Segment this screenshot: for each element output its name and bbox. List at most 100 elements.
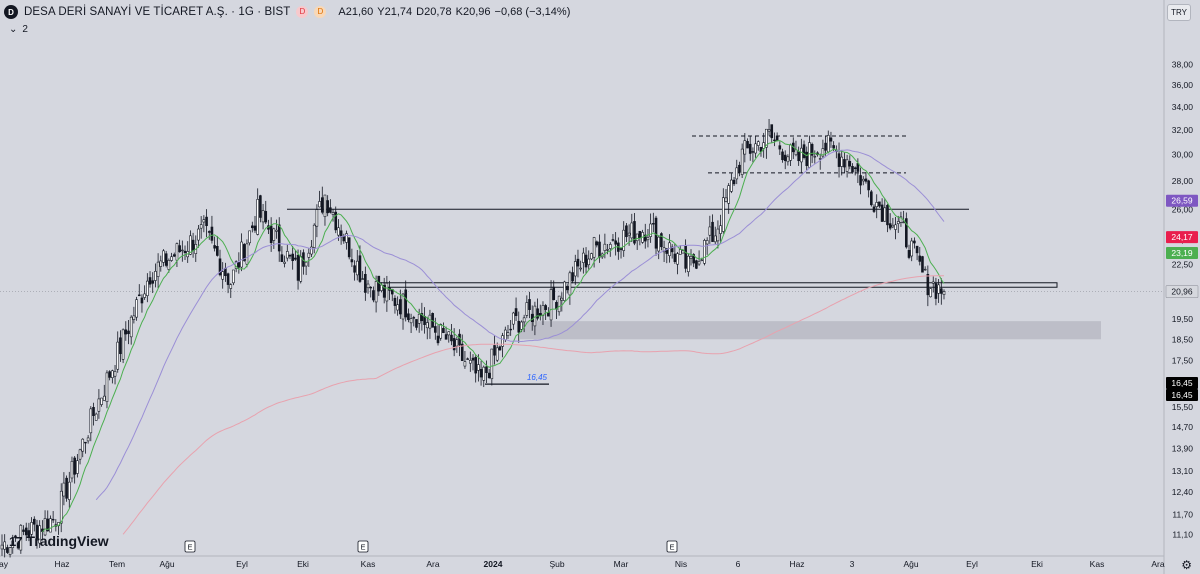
candle-body — [100, 397, 103, 405]
price-tick-label: 13,90 — [1172, 443, 1194, 453]
symbol-logo[interactable]: D — [4, 5, 18, 19]
currency-button[interactable]: TRY — [1167, 4, 1191, 21]
candle-body — [156, 261, 160, 277]
data-delay-badge[interactable]: D — [314, 6, 327, 18]
candle-body — [547, 312, 550, 317]
price-tick-label: 14,70 — [1172, 422, 1194, 432]
close-value: 20,96 — [463, 6, 491, 18]
candle-body — [22, 529, 25, 532]
candle-body — [843, 159, 846, 168]
candle-body — [670, 246, 674, 253]
candle-body — [202, 219, 206, 223]
candle-body — [638, 231, 642, 239]
close-label: K — [455, 6, 463, 18]
candle-body — [310, 246, 313, 255]
candle-body — [940, 288, 943, 294]
candle-body — [364, 273, 367, 293]
ma-short-line[interactable] — [42, 140, 945, 533]
candle-body — [181, 249, 184, 252]
candle-body — [323, 194, 327, 217]
candle-body — [369, 286, 373, 289]
candles-series[interactable] — [0, 119, 946, 558]
candle-body — [178, 245, 181, 253]
candle-body — [447, 331, 451, 336]
candle-body — [622, 229, 626, 251]
candle-body — [240, 241, 243, 268]
ma-long-line[interactable] — [122, 275, 944, 535]
price-tick-label: 38,00 — [1172, 59, 1194, 69]
candle-body — [826, 135, 830, 153]
candle-body — [856, 163, 860, 172]
candle-body — [94, 413, 98, 421]
earnings-marker[interactable] — [184, 540, 196, 553]
tradingview-logo[interactable]: 17 TradingView — [9, 533, 109, 549]
ohlc-readout: A21,60 Y21,74 D20,78 K20,96 −0,68 (−3,14… — [338, 6, 570, 18]
candle-body — [269, 225, 273, 243]
candle-body — [51, 518, 55, 521]
indicators-toggle[interactable]: ⌄ 2 — [9, 24, 28, 35]
earnings-marker[interactable] — [357, 540, 369, 553]
candle-body — [450, 334, 453, 342]
candle-body — [460, 343, 464, 361]
candle-body — [926, 273, 930, 296]
candle-body — [97, 398, 101, 412]
candle-body — [713, 235, 717, 243]
symbol-title[interactable]: DESA DERİ SANAYİ VE TİCARET A.Ş. · 1G · … — [24, 6, 291, 18]
earnings-marker-label: E — [360, 543, 365, 552]
candle-body — [630, 222, 634, 239]
price-tick-label: 19,50 — [1172, 314, 1194, 324]
time-tick-label: Ağu — [159, 559, 174, 569]
candle-body — [905, 218, 908, 248]
low-label: D — [416, 6, 425, 18]
candle-body — [501, 335, 504, 347]
candle-body — [337, 227, 340, 236]
candle-body — [294, 257, 297, 260]
candle-body — [797, 151, 800, 162]
candle-body — [471, 357, 475, 361]
candle-body — [73, 457, 76, 475]
candle-body — [818, 158, 822, 160]
change-value: −0,68 (−3,14%) — [494, 6, 571, 18]
time-tick-label: Eki — [1031, 559, 1043, 569]
candle-body — [312, 224, 316, 248]
ma-mid-line[interactable] — [95, 149, 945, 501]
candle-body — [229, 284, 233, 289]
candle-body — [867, 180, 870, 191]
price-tick-label: 11,10 — [1172, 529, 1193, 539]
candle-body — [522, 317, 526, 323]
candle-body — [657, 236, 661, 252]
candle-body — [781, 151, 784, 161]
price-tick-label: 30,00 — [1172, 150, 1194, 160]
candle-body — [401, 293, 405, 320]
market-status-badge[interactable]: D — [296, 6, 309, 18]
candle-body — [832, 145, 835, 149]
candle-body — [108, 371, 111, 378]
candle-body — [845, 159, 849, 172]
candle-body — [272, 228, 276, 241]
earnings-marker[interactable] — [666, 540, 678, 553]
price-tick-label: 15,50 — [1172, 402, 1194, 412]
candle-body — [458, 333, 461, 346]
candle-body — [49, 518, 52, 533]
candle-body — [520, 321, 523, 330]
indicators-count: 2 — [22, 24, 28, 35]
candle-body — [70, 460, 74, 479]
demand-zone[interactable] — [520, 321, 1101, 340]
gear-icon[interactable]: ⚙ — [1181, 558, 1192, 572]
candle-body — [627, 232, 631, 236]
chevron-down-icon[interactable]: ⌄ — [9, 24, 18, 35]
candle-body — [756, 141, 760, 146]
candle-body — [544, 305, 547, 310]
candle-body — [315, 209, 319, 227]
candle-body — [770, 124, 774, 139]
earnings-marker-label: E — [669, 543, 674, 552]
price-tick-label: 13,10 — [1172, 466, 1194, 476]
support-box[interactable] — [377, 282, 1058, 288]
candle-body — [921, 256, 924, 273]
candle-body — [259, 195, 262, 218]
time-tick-label: Kas — [1090, 559, 1105, 569]
candle-body — [218, 258, 222, 276]
candle-body — [506, 332, 510, 337]
candle-body — [151, 280, 155, 284]
